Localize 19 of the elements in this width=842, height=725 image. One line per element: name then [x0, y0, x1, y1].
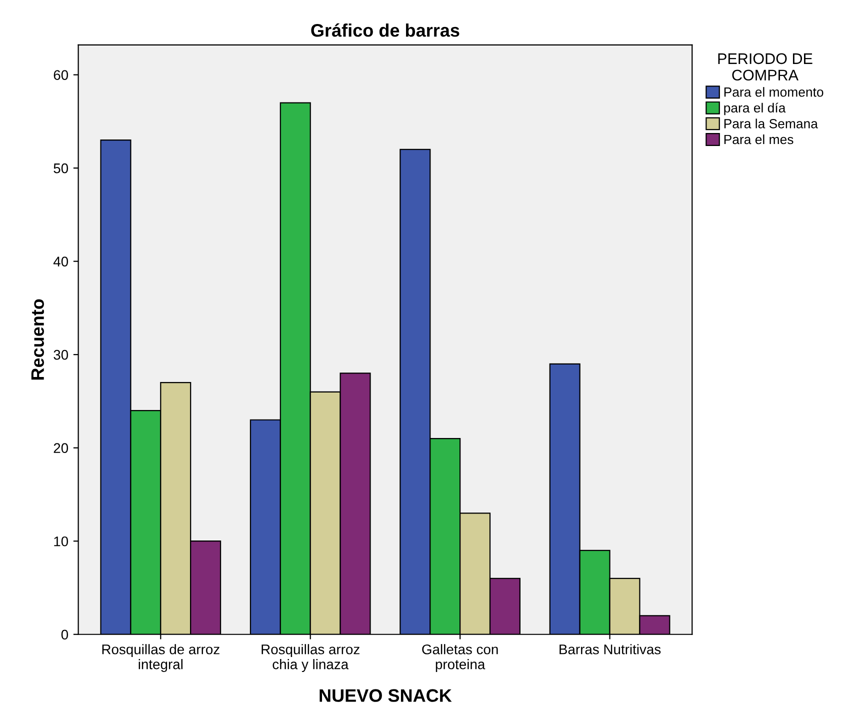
y-tick-label: 60 [54, 70, 68, 80]
y-tick-label: 0 [61, 630, 68, 640]
x-axis-title: NUEVO SNACK [320, 689, 452, 702]
legend-label: para el día [724, 102, 786, 116]
y-tick-label: 10 [54, 536, 68, 546]
legend-label: Para el momento [724, 87, 824, 97]
y-tick-label: 30 [54, 350, 68, 360]
x-tick-label: Galletas con proteina [422, 644, 498, 672]
x-tick-label: Rosquillas de arroz integral [102, 644, 220, 672]
y-tick-label: 40 [53, 256, 68, 266]
legend-title: PERIODO DE COMPRA [718, 53, 812, 81]
y-tick-label: 20 [54, 443, 68, 454]
legend-label: Para la Semana [724, 118, 818, 128]
y-tick-label: 50 [54, 163, 68, 174]
y-axis-title: Recuento [31, 299, 44, 380]
x-tick-label: Barras Nutritivas [560, 644, 661, 654]
x-tick-label: Rosquillas arroz chia y linaza [262, 644, 360, 672]
legend-label: Para el mes [724, 134, 794, 144]
chart-title: Gráfico de barras [311, 23, 460, 37]
